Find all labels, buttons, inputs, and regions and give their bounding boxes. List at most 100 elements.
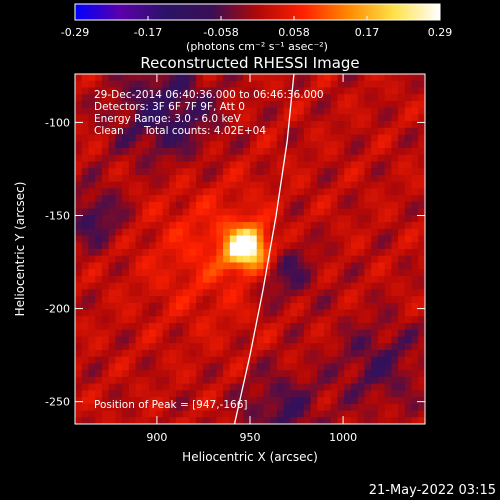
- heatmap-pixel: [377, 249, 386, 257]
- heatmap-pixel: [196, 74, 204, 82]
- heatmap-pixel: [250, 349, 258, 358]
- heatmap-pixel: [350, 80, 359, 89]
- heatmap-pixel: [330, 134, 339, 142]
- heatmap-pixel: [169, 390, 177, 398]
- heatmap-pixel: [303, 343, 312, 351]
- heatmap-pixel: [256, 343, 265, 351]
- heatmap-pixel: [175, 208, 184, 216]
- heatmap-pixel: [371, 114, 379, 122]
- heatmap-pixel: [122, 141, 130, 149]
- footer-timestamp: 21-May-2022 03:15: [369, 483, 496, 498]
- heatmap-pixel: [101, 269, 110, 277]
- heatmap-pixel: [384, 107, 392, 115]
- heatmap-pixel: [290, 242, 298, 250]
- heatmap-pixel: [162, 228, 170, 237]
- heatmap-pixel: [162, 121, 170, 129]
- heatmap-pixel: [404, 201, 413, 210]
- heatmap-pixel: [101, 174, 110, 183]
- heatmap-pixel: [350, 181, 359, 190]
- heatmap-pixel: [411, 242, 419, 250]
- heatmap-pixel: [297, 222, 305, 230]
- heatmap-pixel: [128, 349, 137, 358]
- heatmap-pixel: [115, 417, 123, 424]
- heatmap-pixel: [350, 316, 359, 324]
- heatmap-pixel: [236, 154, 244, 163]
- heatmap-pixel: [418, 397, 425, 405]
- heatmap-pixel: [310, 114, 318, 122]
- heatmap-pixel: [202, 114, 211, 122]
- heatmap-pixel: [384, 269, 392, 277]
- heatmap-pixel: [290, 228, 298, 237]
- heatmap-pixel: [377, 296, 386, 304]
- heatmap-pixel: [364, 269, 372, 277]
- heatmap-pixel: [418, 181, 425, 190]
- heatmap-pixel: [384, 343, 392, 351]
- heatmap-pixel: [337, 228, 345, 237]
- heatmap-pixel: [391, 161, 399, 169]
- heatmap-pixel: [303, 309, 312, 317]
- heatmap-pixel: [216, 148, 224, 156]
- heatmap-pixel: [216, 215, 224, 223]
- heatmap-pixel: [398, 410, 406, 418]
- heatmap-pixel: [330, 363, 339, 371]
- heatmap-pixel: [297, 376, 305, 385]
- heatmap-pixel: [101, 262, 110, 270]
- heatmap-pixel: [344, 275, 352, 284]
- heatmap-pixel: [189, 417, 197, 424]
- heatmap-pixel: [101, 329, 110, 338]
- heatmap-pixel: [364, 100, 372, 109]
- heatmap-pixel: [115, 289, 123, 297]
- heatmap-pixel: [310, 188, 318, 196]
- heatmap-pixel: [377, 370, 386, 378]
- heatmap-pixel: [364, 363, 372, 371]
- heatmap-pixel: [229, 161, 238, 169]
- heatmap-pixel: [310, 282, 318, 290]
- heatmap-pixel: [95, 302, 103, 311]
- heatmap-pixel: [122, 80, 130, 89]
- heatmap-pixel: [350, 282, 359, 290]
- heatmap-pixel: [250, 154, 258, 163]
- heatmap-pixel: [324, 316, 332, 324]
- heatmap-pixel: [256, 403, 265, 412]
- heatmap-pixel: [115, 349, 123, 358]
- heatmap-pixel: [250, 397, 258, 405]
- heatmap-pixel: [108, 343, 116, 351]
- heatmap-pixel: [128, 235, 137, 243]
- heatmap-pixel: [411, 329, 419, 338]
- heatmap-pixel: [216, 188, 224, 196]
- heatmap-pixel: [182, 269, 191, 277]
- heatmap-pixel: [182, 262, 191, 270]
- heatmap-pixel: [142, 390, 150, 398]
- heatmap-pixel: [324, 134, 332, 142]
- heatmap-pixel: [95, 323, 103, 331]
- heatmap-pixel: [243, 174, 251, 183]
- heatmap-pixel: [142, 376, 150, 385]
- heatmap-pixel: [128, 148, 137, 156]
- heatmap-pixel: [350, 390, 359, 398]
- heatmap-pixel: [155, 174, 164, 183]
- heatmap-pixel: [418, 74, 425, 82]
- heatmap-pixel: [317, 249, 325, 257]
- heatmap-pixel: [149, 296, 157, 304]
- heatmap-pixel: [270, 329, 278, 338]
- heatmap-pixel: [263, 195, 271, 203]
- heatmap-pixel: [81, 168, 90, 176]
- heatmap-pixel: [344, 222, 352, 230]
- heatmap-pixel: [398, 255, 406, 264]
- heatmap-pixel: [330, 100, 339, 109]
- heatmap-pixel: [283, 228, 291, 237]
- heatmap-pixel: [384, 174, 392, 183]
- heatmap-pixel: [256, 215, 265, 223]
- heatmap-pixel: [88, 174, 96, 183]
- heatmap-pixel: [128, 329, 137, 338]
- heatmap-pixel: [169, 174, 177, 183]
- heatmap-pixel: [250, 148, 258, 156]
- heatmap-pixel: [357, 107, 366, 115]
- heatmap-pixel: [182, 201, 191, 210]
- heatmap-pixel: [81, 208, 90, 216]
- heatmap-pixel: [357, 349, 366, 358]
- heatmap-pixel: [270, 296, 278, 304]
- heatmap-pixel: [189, 296, 197, 304]
- heatmap-pixel: [182, 228, 191, 237]
- heatmap-pixel: [398, 323, 406, 331]
